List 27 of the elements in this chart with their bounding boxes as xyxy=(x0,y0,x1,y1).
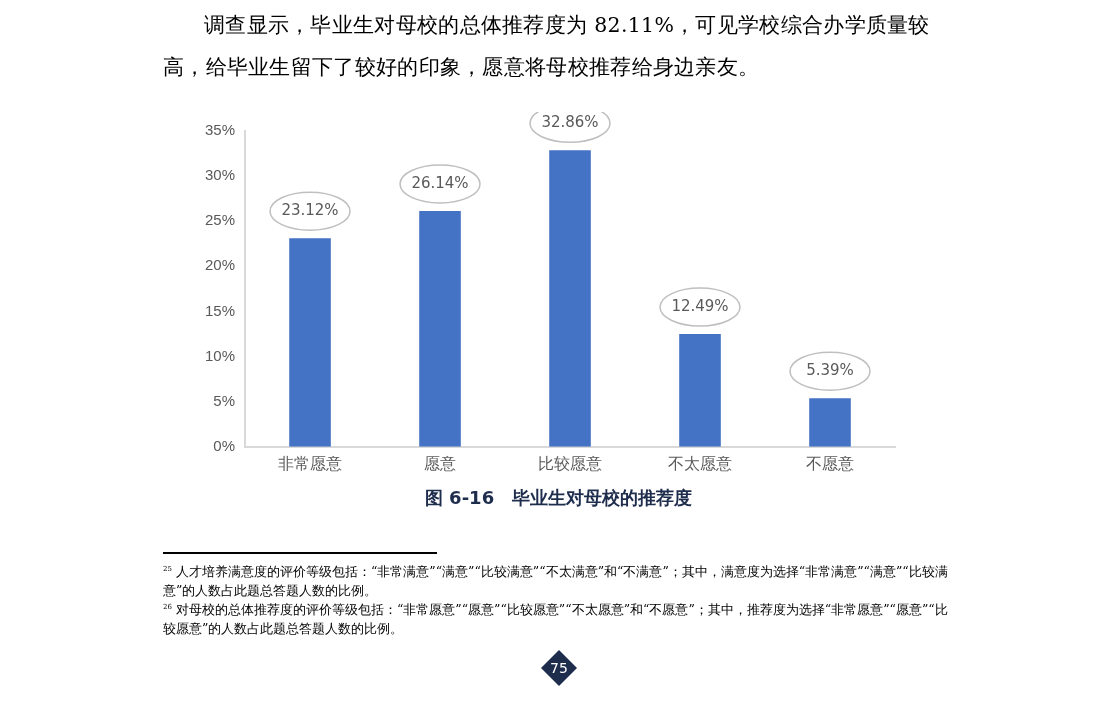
text: 图 6-16 毕业生对母校的推荐度 xyxy=(423,486,694,510)
x-tick-label: 比较愿意 xyxy=(538,454,603,472)
bar xyxy=(289,238,331,447)
text: 调查显示，毕业生对母校的总体推荐度为 82.11%，可见学校综合办学质量较高，给毕业生留下了较好的印象，愿意将母校推荐给身边亲友。 xyxy=(163,12,931,81)
x-tick-label: 愿意 xyxy=(424,454,457,472)
x-tick-label: 不愿意 xyxy=(806,454,854,472)
x-tick-label: 不太愿意 xyxy=(668,454,733,472)
y-tick-label: 5% xyxy=(213,391,236,409)
text: $^{25}$ 人才培养满意度的评价等级包括：“非常满意”“满意”“比较满意”“不太满意”和“不满意”；其中，满意度为选择“非常满意”“满意”“比较满意”的人数占此题总答题人数的比例。 xyxy=(163,563,949,601)
bar xyxy=(549,150,591,447)
data-label: 5.39% xyxy=(806,361,854,380)
bar xyxy=(679,334,721,447)
y-tick-label: 25% xyxy=(204,211,236,229)
bar xyxy=(419,210,461,447)
data-label: 26.14% xyxy=(411,173,469,192)
data-label: 32.86% xyxy=(541,113,599,132)
bar xyxy=(809,398,851,447)
y-tick-label: 10% xyxy=(204,346,236,364)
x-tick-label: 非常愿意 xyxy=(278,454,343,472)
data-label: 23.12% xyxy=(281,201,339,220)
y-tick-label: 35% xyxy=(204,121,236,139)
y-tick-label: 30% xyxy=(204,166,236,184)
data-label: 12.49% xyxy=(671,297,729,315)
y-tick-label: 20% xyxy=(204,256,236,274)
y-tick-label: 0% xyxy=(213,436,236,454)
y-tick-label: 15% xyxy=(204,301,236,319)
text: $^{26}$ 对母校的总体推荐度的评价等级包括：“非常愿意”“愿意”“比较愿意”“不太愿意”和“不愿意”；其中，推荐度为选择“非常愿意”“愿意”“比较愿意”的人数占此题总答题人数的比例。 xyxy=(163,601,949,639)
